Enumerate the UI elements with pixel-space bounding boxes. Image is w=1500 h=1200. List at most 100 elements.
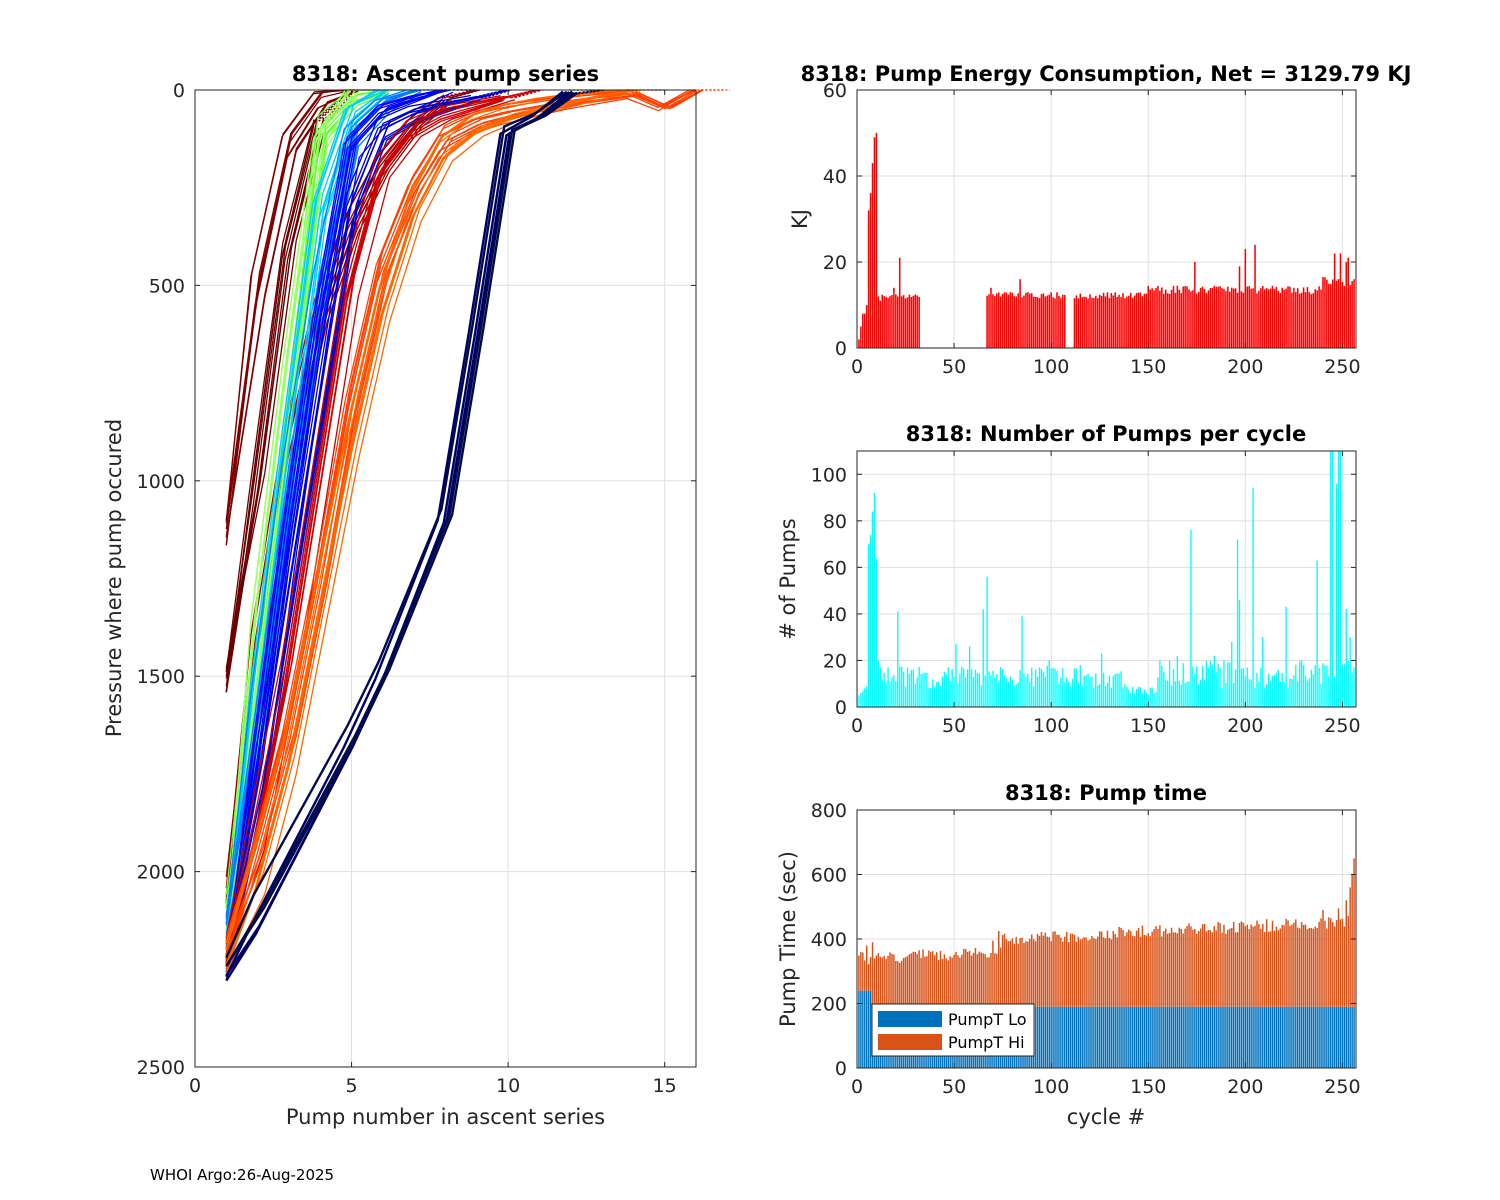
energy-bar xyxy=(1159,290,1161,348)
pumpt-hi-bar xyxy=(943,954,946,1007)
pumpt-lo-bar xyxy=(1260,1006,1262,1068)
ascent-series-line xyxy=(225,118,329,670)
pumpt-lo-bar xyxy=(1143,1006,1146,1068)
energy-bar xyxy=(877,296,880,348)
pumpt-lo-bar xyxy=(1147,1006,1149,1068)
pumps-bar xyxy=(1139,687,1142,707)
pumpt-hi-bar xyxy=(1031,934,1033,1007)
pumps-bar xyxy=(1170,685,1173,707)
energy-bar xyxy=(865,305,868,348)
pumpt-lo-bar xyxy=(1174,1006,1177,1068)
pumps-bar xyxy=(908,673,911,707)
ascent-series-line xyxy=(225,94,472,950)
pumpt-lo-bar xyxy=(1042,1006,1045,1068)
pumpt-hi-bar xyxy=(970,955,973,1007)
pumps-bar xyxy=(1021,616,1023,707)
pumpt-hi-bar xyxy=(1188,923,1190,1007)
pumps-bar xyxy=(1007,681,1010,707)
energy-bar xyxy=(1120,297,1122,348)
pumpt-hi-bar xyxy=(1260,928,1262,1007)
pumpt-lo-bar xyxy=(1320,1006,1322,1068)
pumps-bar xyxy=(1221,688,1223,707)
pumps-bar xyxy=(1033,686,1035,707)
energy-bar xyxy=(1083,296,1085,348)
energy-bar xyxy=(1230,287,1233,348)
pumps-bar xyxy=(1073,668,1076,707)
pumpt-lo-bar xyxy=(1112,1006,1115,1068)
pumpt-lo-bar xyxy=(867,990,870,1068)
pumps-bar xyxy=(1217,663,1219,707)
pumps-bar xyxy=(1287,687,1289,707)
energy-bar xyxy=(914,294,917,348)
pumps-bar xyxy=(965,677,967,707)
pumps-bar xyxy=(1262,637,1264,707)
pumpt-lo-bar xyxy=(1091,1006,1093,1068)
energy-bar xyxy=(1027,292,1029,348)
x-tick-label: 50 xyxy=(942,1076,966,1098)
pumpt-lo-bar xyxy=(1312,1006,1315,1068)
pumps-bar xyxy=(1116,673,1118,707)
pumps-bar xyxy=(1314,665,1316,707)
pumpt-lo-bar xyxy=(1118,1006,1120,1068)
pumpt-lo-bar xyxy=(1215,1006,1217,1068)
energy-ylabel: KJ xyxy=(788,209,812,229)
pumpt-lo-bar xyxy=(1170,1006,1173,1068)
energy-bar xyxy=(1312,293,1315,348)
pumps-bar xyxy=(970,669,973,707)
pumpt-lo-bar xyxy=(1295,1006,1297,1068)
x-tick-label: 200 xyxy=(1227,356,1263,378)
energy-bar xyxy=(1104,296,1107,348)
energy-bar xyxy=(1023,295,1025,348)
pumps-bar xyxy=(1320,683,1322,707)
pumps-bar xyxy=(1081,685,1083,707)
pumpt-hi-bar xyxy=(1126,932,1128,1007)
pumpt-hi-bar xyxy=(992,940,994,1007)
pumpt-lo-bar xyxy=(865,990,868,1068)
energy-bar xyxy=(1343,286,1346,348)
pumpt-hi-bar xyxy=(1098,931,1101,1007)
pumpt-hi-bar xyxy=(1225,933,1227,1007)
pumpt-lo-bar xyxy=(1333,1006,1336,1068)
pumps-bar xyxy=(939,685,942,707)
pumpt-lo-bar xyxy=(1351,1006,1353,1068)
pumpt-hi-bar xyxy=(1149,936,1151,1007)
ascent-series-line xyxy=(225,89,704,952)
pumpt-lo-bar xyxy=(1034,1006,1037,1068)
energy-bar xyxy=(1351,281,1353,348)
pumpt-lo-bar xyxy=(1277,1006,1280,1068)
pumpt-hi-bar xyxy=(1067,942,1070,1007)
energy-bar xyxy=(1254,244,1256,348)
pumps-bar xyxy=(1281,672,1283,707)
pumps-bar xyxy=(1019,669,1021,707)
x-tick-label: 100 xyxy=(1033,1076,1069,1098)
pumpt-hi-bar xyxy=(1304,924,1307,1007)
pumps-bar xyxy=(1341,664,1344,707)
pumpt-lo-bar xyxy=(1289,1006,1291,1068)
pumps-bar xyxy=(1132,686,1134,707)
energy-bar xyxy=(1271,285,1274,348)
pumps-bar xyxy=(1159,660,1161,707)
pumps-bar xyxy=(1231,641,1233,707)
energy-bar xyxy=(902,295,905,348)
energy-bar xyxy=(1005,292,1008,348)
ascent-series-line xyxy=(225,90,634,965)
energy-bar xyxy=(1001,293,1004,348)
pumpt-lo-bar xyxy=(1182,1006,1184,1068)
pumpt-lo-bar xyxy=(1052,1006,1054,1068)
pumpt-hi-bar xyxy=(881,957,883,1007)
pumps-bar xyxy=(860,693,862,707)
energy-bar xyxy=(1141,296,1144,348)
pumpt-hi-bar xyxy=(1048,937,1050,1007)
pumps-bar xyxy=(1060,677,1062,707)
pumpt-hi-bar xyxy=(1100,931,1103,1007)
energy-bar xyxy=(1164,289,1167,348)
energy-bar xyxy=(1277,290,1280,348)
pumpt-hi-bar xyxy=(1034,941,1037,1007)
energy-bar xyxy=(1192,290,1194,348)
pumpt-hi-bar xyxy=(871,942,874,1007)
pumpt-hi-bar xyxy=(1223,924,1225,1007)
pumps-bar xyxy=(1155,692,1157,707)
pumps-bar xyxy=(1260,667,1262,707)
energy-bar xyxy=(863,313,866,348)
pumpt-lo-bar xyxy=(1262,1006,1264,1068)
